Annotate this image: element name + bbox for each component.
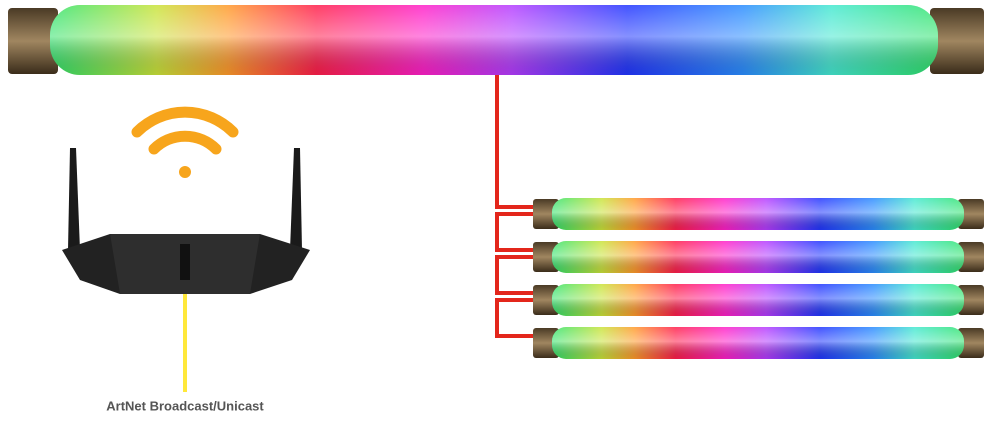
main-tube — [8, 5, 984, 75]
caption: ArtNet Broadcast/Unicast — [106, 398, 264, 413]
router — [62, 148, 310, 294]
wiring — [495, 75, 535, 338]
small-tubes — [533, 198, 984, 359]
wifi-icon — [131, 106, 239, 178]
